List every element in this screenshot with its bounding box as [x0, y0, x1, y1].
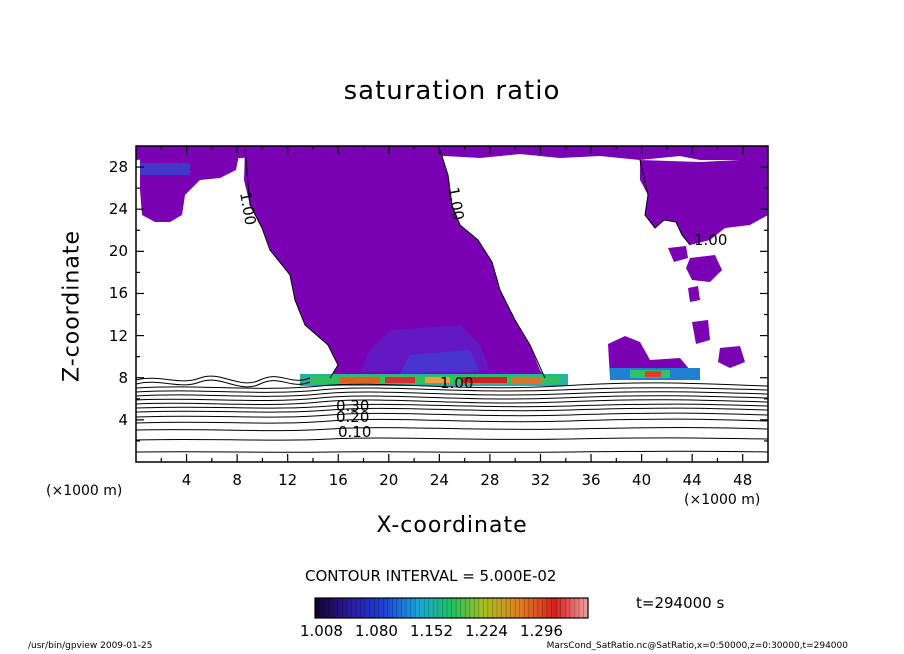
purple-region-blob-1 — [686, 255, 722, 282]
x-tick-label: 20 — [379, 471, 399, 489]
plot-frame — [135, 145, 769, 463]
colorbar-tick: 1.224 — [465, 622, 508, 640]
purple-region-blob-4 — [692, 320, 710, 344]
x-tick-label: 28 — [480, 471, 500, 489]
purple-region-upper-left — [140, 150, 240, 222]
y-axis-label: Z-coordinate — [59, 230, 85, 382]
y-tick-label: 8 — [118, 368, 128, 387]
y-tick-label: 4 — [118, 410, 128, 429]
x-tick-label: 48 — [733, 471, 753, 489]
contour-label: 1.00 — [444, 186, 468, 222]
contour-label: 1.00 — [236, 191, 260, 227]
colorbar-tick: 1.008 — [300, 622, 343, 640]
colorbar-tick: 1.152 — [410, 622, 453, 640]
footer-right: MarsCond_SatRatio.nc@SatRatio,x=0:50000,… — [546, 641, 848, 651]
contour-label: 0.30 — [336, 397, 369, 415]
x-tick-label: 24 — [429, 471, 449, 489]
colorbar-tick: 1.080 — [355, 622, 398, 640]
contour-label: 0.10 — [338, 423, 371, 441]
purple-region-blob-2 — [668, 246, 688, 262]
x-tick-label: 8 — [232, 471, 242, 489]
purple-region-upper-right — [640, 160, 768, 245]
footer-left: /usr/bin/gpview 2009-01-25 — [28, 641, 153, 651]
x-tick-label: 40 — [632, 471, 652, 489]
contour-label: 1.00 — [440, 374, 473, 392]
y-tick-label: 28 — [108, 158, 128, 177]
y-tick-label: 16 — [108, 284, 128, 303]
y-tick-label: 24 — [108, 200, 128, 219]
y-tick-label: 20 — [108, 242, 128, 261]
purple-region-blob-5 — [718, 346, 745, 368]
purple-region-lower-right — [608, 336, 700, 378]
x-axis-unit-right: (×1000 m) — [684, 492, 761, 508]
x-tick-label: 16 — [328, 471, 348, 489]
x-axis-label: X-coordinate — [376, 513, 528, 538]
purple-region-central — [244, 150, 545, 378]
y-tick-label: 12 — [108, 326, 128, 345]
time-label: t=294000 s — [636, 594, 725, 612]
contour-label: 1.00 — [694, 231, 727, 249]
x-tick-label: 32 — [530, 471, 551, 489]
x-tick-label: 12 — [278, 471, 298, 489]
contour-label: 0.20 — [336, 408, 369, 426]
x-axis-unit-left: (×1000 m) — [46, 483, 123, 499]
x-tick-label: 44 — [682, 471, 702, 489]
contour-interval: CONTOUR INTERVAL = 5.000E-02 — [305, 567, 557, 585]
colorbar-tick: 1.296 — [520, 622, 563, 640]
x-tick-label: 36 — [581, 471, 601, 489]
purple-region-blob-3 — [688, 286, 700, 302]
x-tick-label: 4 — [181, 471, 192, 489]
chart-title: saturation ratio — [343, 76, 561, 106]
